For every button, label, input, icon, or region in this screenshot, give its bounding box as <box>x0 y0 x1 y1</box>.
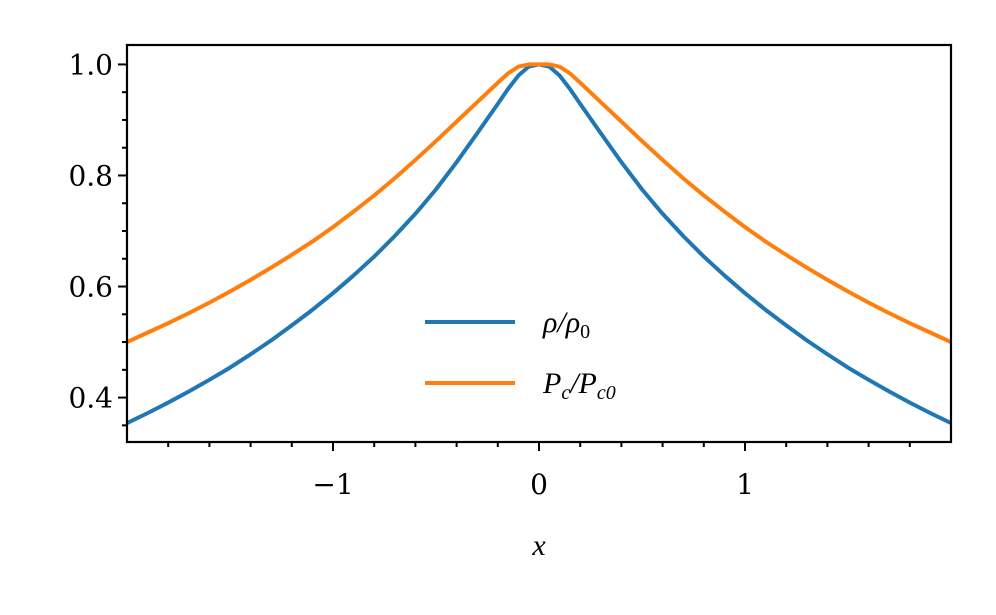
plot-area <box>127 62 951 425</box>
series-line-rho <box>127 62 951 425</box>
legend: ρ/ρ0 Pc/Pc0 <box>425 306 616 404</box>
y-tick-label: 0.4 <box>68 382 113 415</box>
x-tick-label: 0 <box>530 468 548 501</box>
legend-label-pc: Pc/Pc0 <box>542 367 616 404</box>
series-line-pc <box>127 62 951 344</box>
x-tick-label: −1 <box>312 468 353 501</box>
axis-ticks: −1 0 1 0.4 0.6 0.8 1.0 <box>68 48 911 501</box>
x-tick-label: 1 <box>736 468 754 501</box>
y-tick-label: 1.0 <box>68 48 113 81</box>
y-tick-label: 0.8 <box>68 159 113 192</box>
y-tick-label: 0.6 <box>68 271 113 304</box>
axes-frame <box>125 43 953 444</box>
legend-label-rho: ρ/ρ0 <box>542 306 590 343</box>
x-axis-label: x <box>531 529 546 562</box>
